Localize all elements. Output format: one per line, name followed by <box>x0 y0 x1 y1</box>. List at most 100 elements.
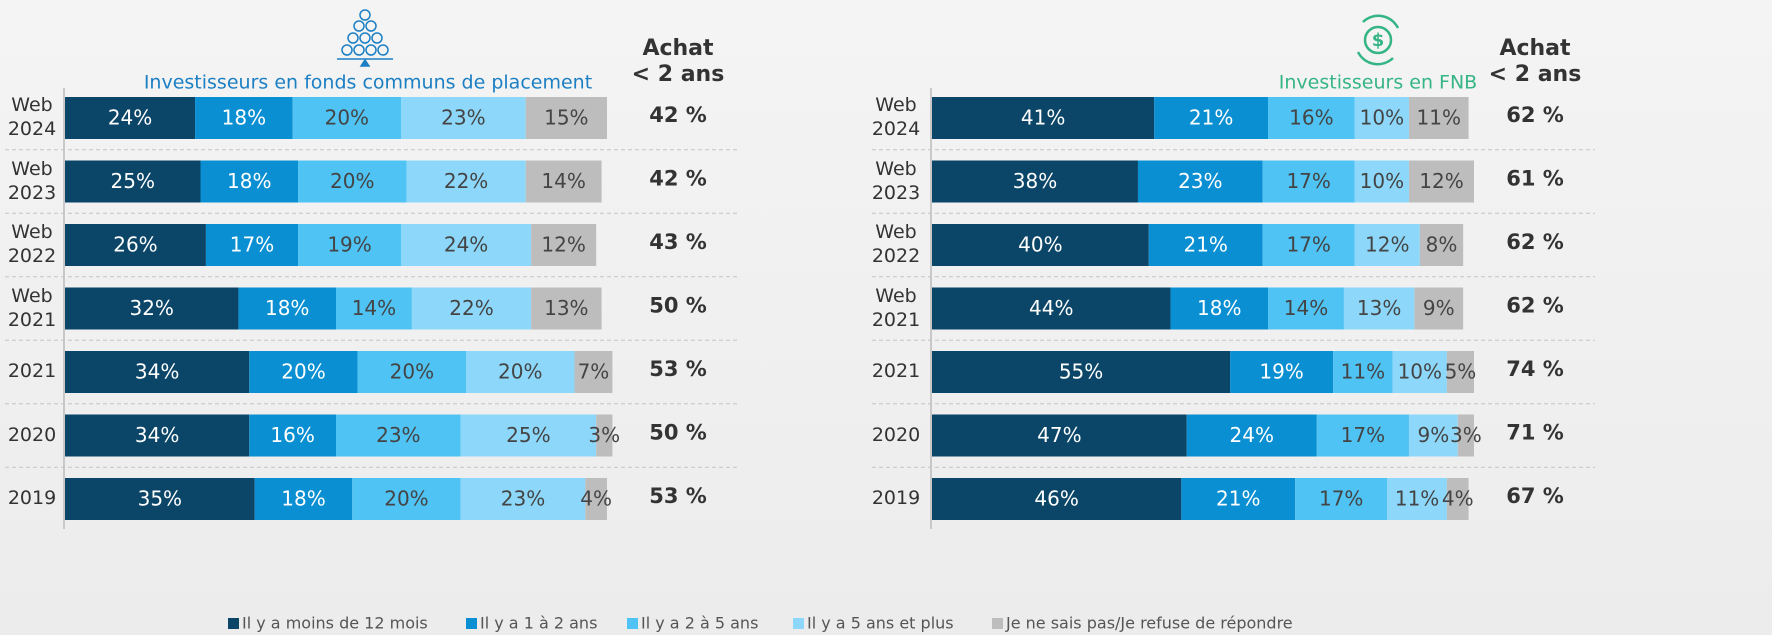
bar-label: 34% <box>135 360 179 384</box>
bar-label: 11% <box>1395 487 1439 511</box>
bar-segment <box>200 160 299 203</box>
achat-label: 42 % <box>649 167 707 191</box>
achat-label: 62 % <box>1506 103 1564 127</box>
bar-segment <box>254 478 353 520</box>
bar-segment <box>932 287 1171 330</box>
legend-swatch <box>466 618 477 629</box>
category-label: 2021 <box>7 360 57 383</box>
bar-segment <box>932 478 1182 520</box>
bar-label: 23% <box>441 106 485 130</box>
bar-label: 12% <box>541 233 585 257</box>
legend-label: Il y a 5 ans et plus <box>807 614 954 633</box>
bar-segment <box>1262 224 1355 266</box>
bar-label: 14% <box>541 169 585 193</box>
bar-segment <box>352 478 461 520</box>
chart-title: Investisseurs en fonds communs de placem… <box>144 72 592 94</box>
achat-label: 50 % <box>649 421 707 445</box>
bar-label: 24% <box>108 106 152 130</box>
bar-label: 47% <box>1037 423 1081 447</box>
bar-segment <box>596 414 613 457</box>
bar-segment <box>932 414 1187 457</box>
bar-segment <box>1392 351 1447 393</box>
bar-label: 17% <box>230 233 274 257</box>
bar-label: 11% <box>1417 106 1461 130</box>
bar-label: 3% <box>1450 423 1482 447</box>
bar-label: 18% <box>1197 296 1241 320</box>
bar-segment <box>1354 160 1409 203</box>
bar-label: 3% <box>588 423 620 447</box>
bar-label: 20% <box>498 360 542 384</box>
category-label: 2020 <box>871 423 921 446</box>
bar-segment <box>298 160 407 203</box>
bar-label: 24% <box>444 233 488 257</box>
bar-segment <box>406 160 526 203</box>
achat-label: 67 % <box>1506 484 1564 508</box>
bar-segment <box>1408 97 1469 139</box>
bar-label: 14% <box>352 296 396 320</box>
bar-label: 21% <box>1189 106 1233 130</box>
bar-label: 16% <box>270 423 314 447</box>
bar-label: 18% <box>265 296 309 320</box>
bar-segment <box>1457 414 1474 457</box>
bar-label: 38% <box>1013 169 1057 193</box>
bar-label: 20% <box>390 360 434 384</box>
bar-label: 13% <box>544 296 588 320</box>
bar-segment <box>65 414 250 457</box>
bar-segment <box>65 287 239 330</box>
achat-label: 74 % <box>1506 357 1564 381</box>
bar-label: 18% <box>222 106 266 130</box>
bar-label: 18% <box>227 169 271 193</box>
bar-label: 32% <box>129 296 173 320</box>
bar-segment <box>205 224 299 266</box>
bar-label: 20% <box>330 169 374 193</box>
bar-label: 13% <box>1357 296 1401 320</box>
legend-swatch <box>228 618 239 629</box>
bar-segment <box>1408 414 1458 457</box>
bar-segment <box>932 97 1155 139</box>
bar-label: 14% <box>1284 296 1328 320</box>
bar-segment <box>525 160 602 203</box>
bar-label: 20% <box>281 360 325 384</box>
bar-segment <box>298 224 402 266</box>
bar-segment <box>531 287 602 330</box>
svg-text:$: $ <box>1372 30 1385 51</box>
category-label: Web 2021 <box>871 284 921 331</box>
bar-label: 22% <box>444 169 488 193</box>
bar-segment <box>1230 351 1334 393</box>
bar-label: 17% <box>1286 169 1330 193</box>
bar-segment <box>1268 287 1344 330</box>
bar-label: 10% <box>1398 360 1442 384</box>
bar-segment <box>65 478 255 520</box>
achat-label: 43 % <box>649 230 707 254</box>
bar-segment <box>65 224 206 266</box>
legend-label: Il y a 2 à 5 ans <box>641 614 758 633</box>
bar-segment <box>1419 224 1464 266</box>
bar-segment <box>401 224 532 266</box>
category-label: Web 2024 <box>7 94 57 140</box>
bar-segment <box>466 351 575 393</box>
bar-segment <box>1137 160 1263 203</box>
bar-label: 12% <box>1365 233 1409 257</box>
achat-label: 62 % <box>1506 294 1564 318</box>
bar-label: 22% <box>449 296 493 320</box>
bar-segment <box>460 414 597 457</box>
bar-segment <box>1262 160 1355 203</box>
bar-label: 9% <box>1423 296 1455 320</box>
bar-segment <box>401 97 526 139</box>
bar-segment <box>292 97 402 139</box>
achat-label: 62 % <box>1506 230 1564 254</box>
bar-segment <box>1148 224 1263 266</box>
bar-label: 7% <box>578 360 610 384</box>
bar-label: 24% <box>1230 423 1274 447</box>
bar-segment <box>65 351 250 393</box>
bar-segment <box>460 478 586 520</box>
category-label: 2019 <box>7 487 57 510</box>
bar-label: 21% <box>1183 233 1227 257</box>
bar-segment <box>65 160 201 203</box>
bar-segment <box>1333 351 1393 393</box>
bar-segment <box>249 351 358 393</box>
coins-icon <box>337 9 393 67</box>
bar-label: 55% <box>1059 360 1103 384</box>
bar-segment <box>357 351 467 393</box>
legend-swatch <box>793 618 804 629</box>
